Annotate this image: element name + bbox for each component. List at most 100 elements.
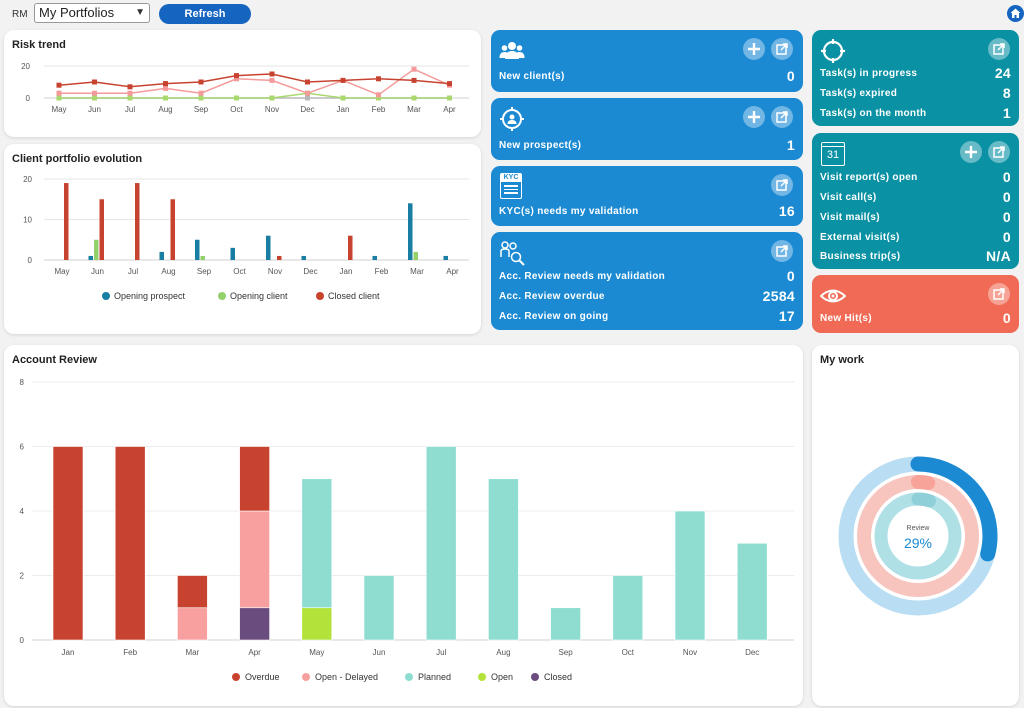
legend-label: Opening prospect [114,291,186,301]
data-point [163,81,168,87]
my-work-card: My work Review 29% [812,345,1019,706]
open-visits-button[interactable] [988,141,1010,163]
data-point [269,77,275,83]
legend-marker [531,673,539,681]
task-row: Task(s) on the month 1 [820,105,1011,121]
task-label: Task(s) on the month [820,108,927,119]
ring-center [889,507,947,565]
legend-label: Overdue [245,672,280,682]
x-tick-label: Dec [745,648,759,657]
data-point [163,95,168,101]
external-link-icon [993,288,1005,300]
bar-segment [488,478,519,641]
x-tick-label: Jun [373,648,386,657]
refresh-button[interactable]: Refresh [159,4,251,24]
external-link-icon [993,43,1005,55]
external-link-icon [993,146,1005,158]
open-prospects-button[interactable] [771,106,793,128]
bar-segment [674,510,706,641]
bar-segment [239,510,270,609]
task-value: 1 [1002,105,1011,121]
risk-trend-card: Risk trend 20 0 May Jun Jul Aug Sep Oct Nov Dec Ja… [4,30,481,137]
kyc-value: 16 [778,203,795,219]
new-prospects-row: New prospect(s) 1 [499,137,795,153]
open-tasks-button[interactable] [988,38,1010,60]
hits-row: New Hit(s) 0 [820,310,1011,326]
open-kyc-button[interactable] [771,174,793,196]
new-clients-row: New client(s) 0 [499,68,795,84]
new-prospects-label: New prospect(s) [499,140,582,151]
data-point [127,84,133,90]
portfolio-select[interactable]: My Portfolios ▼ [34,3,150,23]
open-hits-button[interactable] [988,283,1010,305]
bar-segment [301,607,333,641]
add-visit-button[interactable] [960,141,982,163]
kyc-tile[interactable]: KYC KYC(s) needs my validation 16 [491,166,803,226]
users-icon [499,42,525,59]
visit-row: External visit(s) 0 [820,229,1011,245]
plus-icon [748,111,760,123]
hits-tile[interactable]: New Hit(s) 0 [812,275,1019,333]
data-point [376,95,381,101]
ring-progress [911,492,936,508]
data-point [198,79,204,85]
x-tick-label: Jul [125,105,135,114]
new-prospects-tile[interactable]: New prospect(s) 1 [491,98,803,160]
add-prospect-button[interactable] [743,106,765,128]
visit-row: Business trip(s) N/A [820,248,1011,264]
task-value: 24 [994,65,1011,81]
data-point [234,76,239,82]
x-tick-label: Jan [340,267,353,276]
bar [408,203,413,260]
open-account-review-button[interactable] [771,240,793,262]
data-point [340,95,346,101]
home-icon [1010,8,1021,18]
bar-segment [52,446,84,641]
x-tick-label: Aug [496,648,510,657]
kyc-label: KYC(s) needs my validation [499,206,639,217]
new-clients-tile[interactable]: New client(s) 0 [491,30,803,92]
account-review-tile[interactable]: Acc. Review needs my validation 0 Acc. R… [491,232,803,330]
new-clients-value: 0 [786,68,795,84]
legend-label: Open [491,672,513,682]
x-tick-label: Dec [300,105,314,114]
legend-label: Closed client [328,291,380,301]
bar [94,239,99,260]
bar-segment [177,575,208,609]
bar-segment [301,478,333,609]
bar-segment [177,607,208,641]
legend-label: Planned [418,672,451,682]
bar [266,235,271,260]
bar [372,255,377,260]
new-clients-label: New client(s) [499,71,565,82]
target-user-icon [500,107,524,131]
home-button[interactable] [1007,5,1024,22]
risk-trend-chart: 20 0 May Jun Jul Aug Sep Oct Nov Dec Jan Feb Mar Apr [21,62,469,114]
series-line [58,73,450,88]
visit-label: External visit(s) [820,232,900,243]
acc-review-row: Acc. Review needs my validation 0 [499,268,795,284]
acc-review-label: Acc. Review needs my validation [499,271,666,282]
data-point [269,71,275,77]
tasks-tile[interactable]: Task(s) in progress 24 Task(s) expired 8… [812,30,1019,126]
visit-row: Visit report(s) open 0 [820,169,1011,185]
account-review-card: Account Review 8 6 4 2 0 Jan Feb Mar Apr May Jun Ju… [4,345,803,706]
portfolio-evolution-chart: 20 10 0 May Jun Jul Aug Sep Oct Nov Dec Jan Feb Mar Ap… [23,175,469,301]
hits-value: 0 [1002,310,1011,326]
add-client-button[interactable] [743,38,765,60]
portfolio-evolution-title: Client portfolio evolution [12,153,143,165]
data-point [447,81,452,87]
visits-tile[interactable]: 31 Visit report(s) open 0 Visit call(s) … [812,133,1019,269]
acc-review-label: Acc. Review overdue [499,291,605,302]
ring-progress [911,475,936,490]
data-point [92,95,97,101]
kyc-row: KYC(s) needs my validation 16 [499,203,795,219]
bar [443,255,448,260]
data-point [376,76,381,82]
acc-review-value: 0 [786,268,795,284]
bar [200,255,205,260]
open-clients-button[interactable] [771,38,793,60]
x-tick-label: Jun [91,267,104,276]
legend-marker [302,673,310,681]
x-tick-label: Oct [622,648,635,657]
